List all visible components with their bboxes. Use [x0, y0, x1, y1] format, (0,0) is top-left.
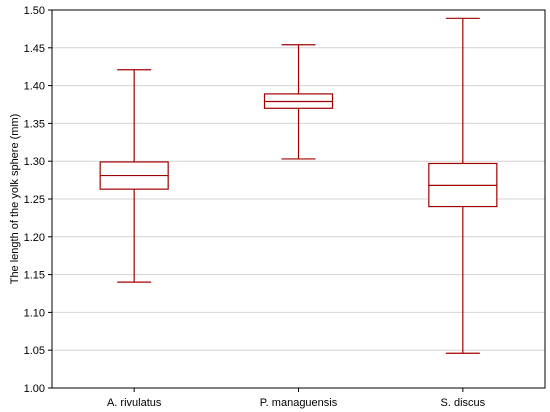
box-plots: [99, 17, 498, 354]
y-axis-ticks: 1.00 1.05 1.10 1.15 1.20 1.25 1.30 1.35 1.40 1.45…: [24, 5, 52, 395]
y-axis-title: The length of the yolk sphere (mm): [9, 114, 21, 285]
y-tick-label: 1.40: [24, 81, 45, 93]
box-plot-3: [428, 17, 498, 354]
y-tick-label: 1.30: [24, 156, 45, 168]
y-tick-label: 1.00: [24, 383, 45, 395]
x-axis-labels: A. rivulatus P. managuensis S. discus: [107, 388, 486, 409]
x-tick-label: P. managuensis: [260, 397, 338, 409]
y-tick-label: 1.35: [24, 118, 45, 130]
box-plot-1: [99, 69, 169, 283]
y-tick-label: 1.50: [24, 5, 45, 17]
y-tick-label: 1.10: [24, 307, 45, 319]
x-tick-label: A. rivulatus: [107, 397, 162, 409]
y-tick-label: 1.20: [24, 232, 45, 244]
y-tick-label: 1.25: [24, 194, 45, 206]
x-tick-label: S. discus: [441, 397, 486, 409]
y-tick-label: 1.05: [24, 345, 45, 357]
y-tick-label: 1.45: [24, 43, 45, 55]
box-plot-2: [263, 44, 334, 160]
y-tick-label: 1.15: [24, 270, 45, 282]
